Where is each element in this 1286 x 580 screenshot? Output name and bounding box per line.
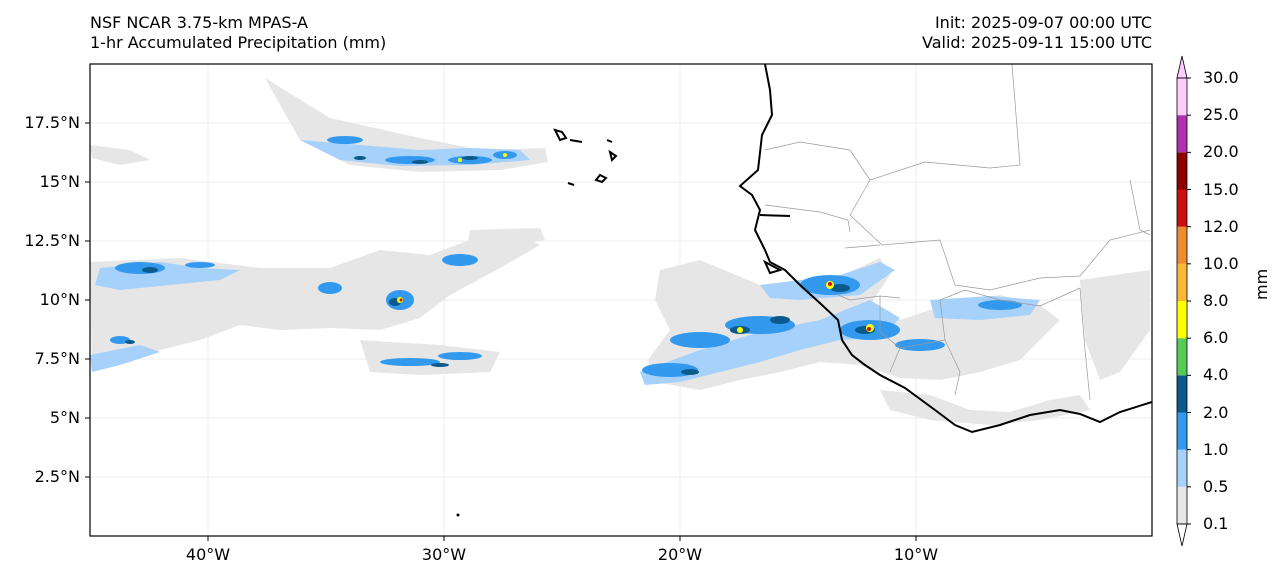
- colorbar-segment: [1177, 486, 1187, 524]
- lon-tick-label: 10°W: [893, 545, 939, 564]
- colorbar-label: 25.0: [1203, 105, 1239, 125]
- colorbar-segment: [1177, 115, 1187, 153]
- colorbar: [1176, 55, 1191, 547]
- colorbar-label: 0.5: [1203, 476, 1229, 496]
- island-marker: [456, 513, 460, 517]
- colorbar-label: 1.0: [1203, 439, 1229, 459]
- coastline: [553, 64, 1152, 434]
- plot-title-left: NSF NCAR 3.75-km MPAS-A 1-hr Accumulated…: [90, 13, 386, 53]
- colorbar-label: 12.0: [1203, 216, 1239, 236]
- lat-tick-label: 17.5°N: [24, 113, 80, 132]
- colorbar-label: 2.0: [1203, 402, 1229, 422]
- lat-tick-label: 10°N: [39, 290, 80, 309]
- colorbar-label: 10.0: [1203, 253, 1239, 273]
- colorbar-label: 4.0: [1203, 365, 1229, 385]
- colorbar-extend-max: [1176, 55, 1188, 79]
- lat-tick-label: 5°N: [49, 408, 80, 427]
- colorbar-segment: [1177, 301, 1187, 339]
- colorbar-segment: [1177, 375, 1187, 413]
- country-borders: [764, 64, 1151, 401]
- colorbar-segment: [1177, 449, 1187, 487]
- lon-tick-label: 40°W: [185, 545, 231, 564]
- colorbar-segment: [1177, 338, 1187, 376]
- colorbar-segment: [1177, 152, 1187, 190]
- colorbar-segment: [1177, 263, 1187, 301]
- lon-tick-label: 20°W: [657, 545, 703, 564]
- extreme-precip-cores: [399, 282, 871, 331]
- colorbar-label-top: 30.0: [1203, 68, 1239, 87]
- lat-tick-label: 7.5°N: [34, 349, 80, 368]
- init-time: Init: 2025-09-07 00:00 UTC: [934, 13, 1152, 32]
- colorbar-label: 20.0: [1203, 142, 1239, 162]
- colorbar-label: 8.0: [1203, 291, 1229, 310]
- colorbar-segment: [1177, 226, 1187, 264]
- axis-ticks: [85, 122, 917, 541]
- field-name: 1-hr Accumulated Precipitation (mm): [90, 33, 387, 52]
- lat-tick-label: 15°N: [39, 172, 80, 191]
- colorbar-frame: [1176, 77, 1188, 525]
- model-name: NSF NCAR 3.75-km MPAS-A: [90, 13, 308, 32]
- colorbar-label: 0.1: [1203, 514, 1229, 533]
- light-precip-areas: [90, 78, 1150, 425]
- precip-field: [90, 64, 1152, 517]
- lon-tick-label: 30°W: [421, 545, 467, 564]
- lat-tick-label: 2.5°N: [34, 467, 80, 486]
- colorbar-extend-min: [1176, 523, 1188, 547]
- colorbar-segment: [1177, 189, 1187, 227]
- colorbar-label: 6.0: [1203, 328, 1229, 348]
- plot-title-right: Init: 2025-09-07 00:00 UTC Valid: 2025-0…: [922, 13, 1152, 53]
- colorbar-segment: [1177, 412, 1187, 450]
- colorbar-unit: mm: [1252, 268, 1271, 300]
- colorbar-segment: [1177, 78, 1187, 116]
- valid-time: Valid: 2025-09-11 15:00 UTC: [921, 33, 1152, 52]
- lat-tick-label: 12.5°N: [24, 231, 80, 250]
- colorbar-label: 15.0: [1203, 179, 1239, 199]
